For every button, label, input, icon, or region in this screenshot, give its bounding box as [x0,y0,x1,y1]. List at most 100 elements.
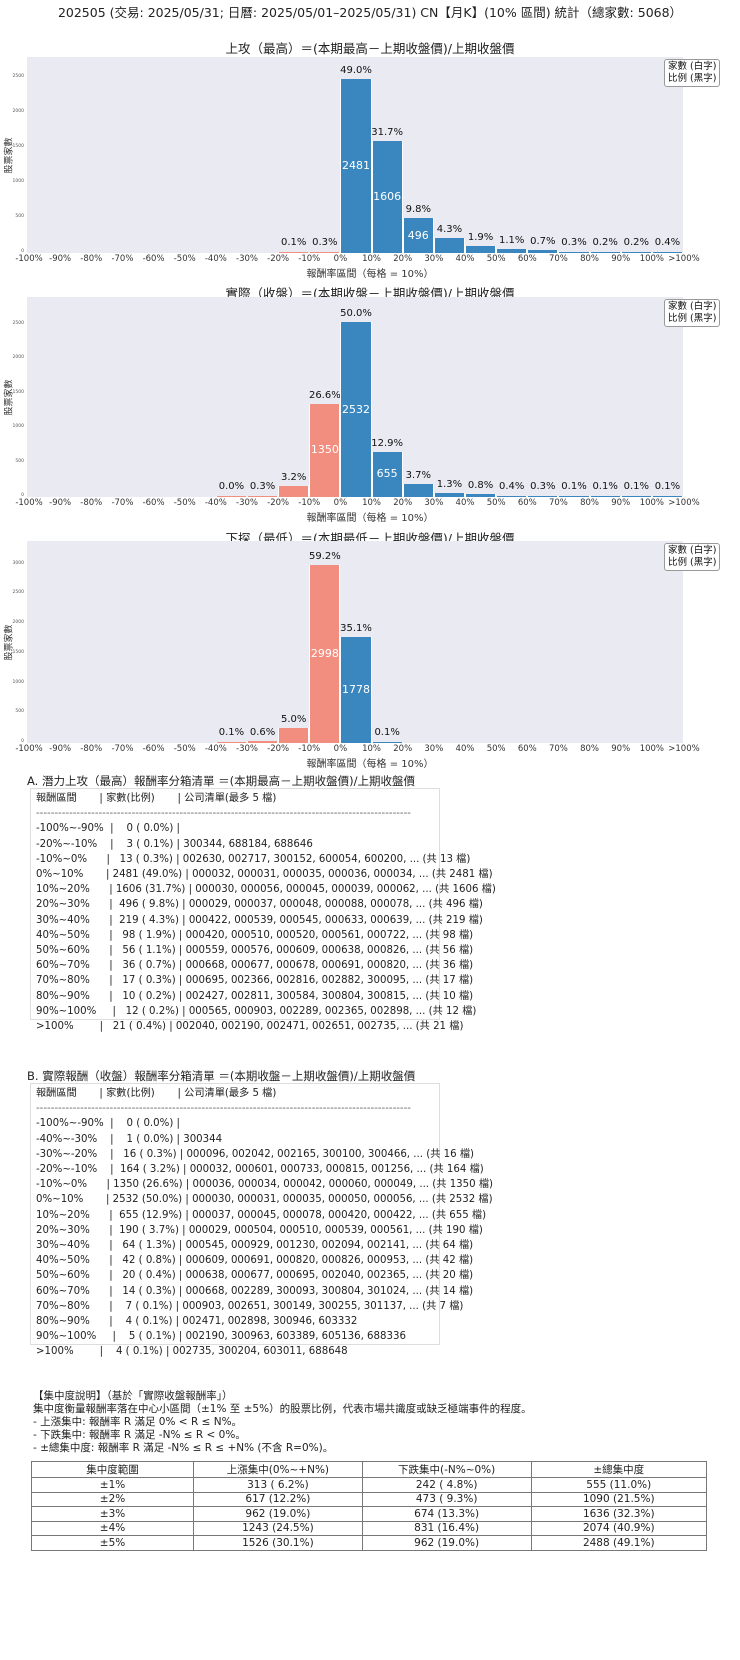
table-row: ±5% 1526 (30.1%) 962 (19.0%) 2488 (49.1%) [31,1535,707,1551]
section-b-rows: -100%~-90% | 0 ( 0.0%) | -40%~-30% | 1 ( … [36,1116,494,1359]
concentration-bullet: - ±總集中度: 報酬率 R 滿足 -N% ≤ R ≤ +N% (不含 R=0%… [33,1442,334,1454]
y-tick-label: 1000 [12,179,24,184]
chart-title-upside: 上攻（最高）＝(本期最高－上期收盤價)/上期收盤價 [225,41,515,56]
table-cell: ±3% [31,1506,194,1522]
bin-row: 90%~100% | 12 ( 0.2%) | 000565, 000903, … [36,1005,477,1017]
x-tick-label: 80% [580,254,600,264]
x-tick-label: 70% [548,744,568,754]
histogram-bar [651,495,683,497]
histogram-bar [527,495,559,497]
chart-legend: 家數 (白字) 比例 (黑字) [664,299,721,327]
histogram-bar [309,251,341,253]
chart-legend: 家數 (白字) 比例 (黑字) [664,543,721,571]
x-tick-label: 40% [455,254,475,264]
bin-row: 10%~20% | 655 (12.9%) | 000037, 000045, … [36,1209,487,1221]
table-cell: 555 (11.0%) [530,1477,707,1493]
x-tick-label: -80% [80,254,103,264]
bin-row: 20%~30% | 190 ( 3.7%) | 000029, 000504, … [36,1224,483,1236]
x-tick-label: -10% [298,498,321,508]
concentration-description: 集中度衡量報酬率落在中心小區間（±1% 至 ±5%）的股票比例，代表市場共識度或… [33,1403,532,1415]
x-tick-label: -50% [173,744,196,754]
table-cell: ±2% [31,1491,194,1507]
bar-percent-label: 4.3% [436,223,463,235]
bar-count-label: 496 [407,228,429,242]
bin-row: 90%~100% | 5 ( 0.1%) | 002190, 300963, 6… [36,1331,406,1343]
histogram-bar [651,251,683,253]
bin-row: -10%~0% | 13 ( 0.3%) | 002630, 002717, 3… [36,853,471,865]
histogram-bar [371,451,403,497]
bar-percent-label: 12.9% [371,437,404,449]
bin-row: 30%~40% | 219 ( 4.3%) | 000422, 000539, … [36,914,483,926]
x-tick-label: -70% [111,744,134,754]
table-cell: 1243 (24.5%) [193,1520,363,1536]
plot-area-downside: 0.1% 0.6% 5.0% 2998 59.2% 1778 35.1% 0.1% [27,541,683,743]
bar-count-label: 2532 [342,402,370,416]
bar-percent-label: 0.1% [561,481,587,492]
x-tick-label: 50% [486,498,506,508]
table-cell: 2488 (49.1%) [530,1535,707,1551]
histogram-bar [340,79,372,253]
concentration-bullet: - 下跌集中: 報酬率 R 滿足 -N% ≤ R < 0%。 [33,1429,246,1441]
bar-percent-label: 0.1% [654,481,681,492]
y-tick-label: 500 [15,214,24,219]
section-b-header: 報酬區間 | 家數(比例) | 公司清單(最多 5 檔) [36,1088,277,1099]
legend-ratio-entry: 比例 (黑字) [668,557,717,568]
y-axis-label: 股票家數 [4,137,15,174]
legend-ratio-entry: 比例 (黑字) [668,313,717,324]
bar-count-label: 2998 [310,646,339,660]
x-tick-label: -80% [80,498,103,508]
x-tick-label: -10% [298,744,321,754]
bar-percent-label: 3.2% [281,471,307,483]
x-tick-label: -90% [49,254,72,264]
section-b-list: 報酬區間 | 家數(比例) | 公司清單(最多 5 檔) -----------… [30,1083,493,1357]
legend-count-entry: 家數 (白字) [668,61,717,72]
x-tick-label: 70% [548,254,568,264]
x-tick-label: -60% [142,744,165,754]
col-header: 集中度範圍 [31,1461,194,1478]
table-row: ±2% 617 (12.2%) 473 ( 9.3%) 1090 (21.5%) [31,1491,707,1507]
bin-row: -30%~-20% | 16 ( 0.3%) | 000096, 002042,… [36,1148,475,1160]
legend-count-entry: 家數 (白字) [668,301,717,312]
bar-percent-label: 0.1% [281,237,307,248]
bar-percent-label: 0.6% [249,727,276,738]
histogram-bar [558,251,590,253]
x-tick-label: 0% [333,254,348,264]
bin-row: -10%~0% | 1350 (26.6%) | 000036, 000034,… [36,1179,494,1191]
bin-row: 60%~70% | 14 ( 0.3%) | 000668, 002289, 3… [36,1285,474,1297]
y-tick-label: 3000 [12,560,24,566]
x-tick-label: 90% [611,498,631,508]
histogram-bar [496,495,528,497]
y-tick-label: 500 [15,458,24,464]
y-tick-label: 0 [21,249,24,254]
table-cell: 242 ( 4.8%) [361,1477,532,1493]
y-tick-label: 1500 [12,649,24,655]
histogram-bar [371,741,403,743]
bin-row: 60%~70% | 36 ( 0.7%) | 000668, 000677, 0… [36,960,474,972]
histogram-bar [589,495,621,497]
y-tick-label: 2500 [12,320,24,326]
x-tick-label: 60% [517,498,537,508]
bin-row: -40%~-30% | 1 ( 0.0%) | 300344 [36,1133,223,1145]
bin-row: -100%~-90% | 0 ( 0.0%) | [36,1118,180,1130]
bin-row: 40%~50% | 42 ( 0.8%) | 000609, 000691, 0… [36,1255,474,1267]
x-tick-label: 10% [362,254,382,264]
histogram-bar [215,495,247,497]
chart-legend: 家數 (白字) 比例 (黑字) [664,59,721,87]
x-tick-label: -10% [298,254,321,264]
histogram-bar [527,250,559,253]
section-a-title: A. 潛力上攻（最高）報酬率分箱清單 ＝(本期最高－上期收盤價)/上期收盤價 [27,774,415,788]
x-tick-label: -20% [267,744,290,754]
table-cell: 962 (19.0%) [193,1506,363,1522]
histogram-bar [402,218,434,253]
bin-row: 0%~10% | 2532 (50.0%) | 000030, 000031, … [36,1194,493,1206]
x-axis-label: 報酬率區間（每格 = 10%） [306,513,434,524]
y-tick-label: 2000 [12,109,24,114]
bar-percent-label: 31.7% [371,126,404,138]
bar-count-label: 1606 [373,189,402,203]
x-tick-label: -80% [80,744,103,754]
x-axis-label: 報酬率區間（每格 = 10%） [306,269,434,280]
x-tick-label: 40% [455,744,475,754]
x-tick-label: 10% [362,744,382,754]
bar-percent-label: 9.8% [405,204,431,216]
histogram-bar [309,403,341,497]
